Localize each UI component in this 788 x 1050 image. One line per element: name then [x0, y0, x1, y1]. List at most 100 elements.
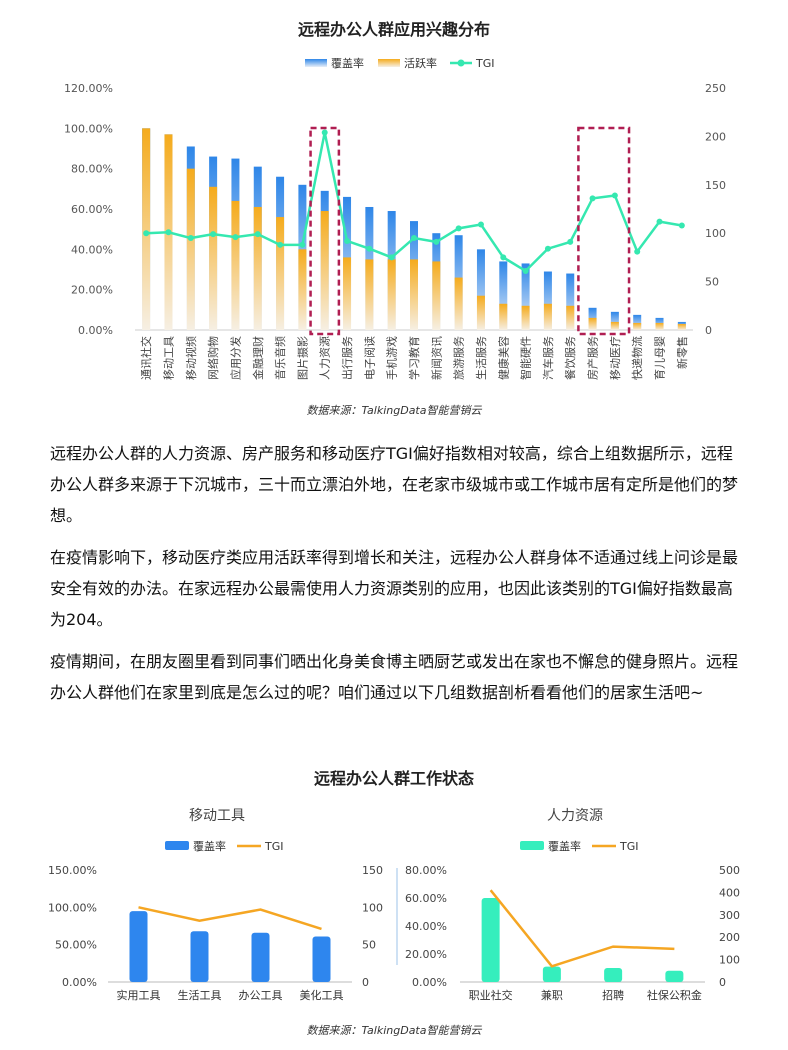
active-bar	[588, 317, 597, 330]
active-bar	[677, 323, 686, 330]
left-axis-tick: 50.00%	[55, 939, 97, 952]
tgi-point	[634, 248, 641, 255]
legend-line-label: TGI	[264, 840, 284, 853]
active-bar	[521, 305, 530, 330]
tgi-point	[678, 222, 685, 229]
left-axis-tick: 120.00%	[64, 82, 113, 95]
tgi-point	[210, 231, 217, 238]
category-label: 学习教育	[407, 336, 421, 380]
coverage-bar	[499, 261, 508, 330]
left-axis-tick: 40.00%	[71, 243, 113, 256]
category-label: 图片摄影	[295, 336, 309, 380]
right-axis-tick: 100	[362, 901, 383, 914]
category-label: 职业社交	[469, 988, 513, 1002]
category-label: 出行服务	[340, 336, 354, 380]
right-axis-tick: 150	[362, 864, 383, 877]
paragraph-1: 远程办公人群的人力资源、房产服务和移动医疗TGI偏好指数相对较高，综合上组数据所…	[50, 444, 739, 525]
legend-coverage-swatch	[305, 59, 327, 67]
tgi-point	[143, 230, 150, 237]
active-bar	[253, 206, 262, 330]
coverage-bar	[665, 970, 684, 982]
right-axis-tick: 150	[705, 179, 726, 192]
coverage-bar	[476, 249, 485, 330]
active-bar	[454, 277, 463, 330]
category-label: 应用分发	[228, 336, 242, 380]
active-bar	[633, 322, 642, 330]
work-status-title: 远程办公人群工作状态	[313, 769, 474, 788]
right-axis-tick: 250	[705, 82, 726, 95]
left-axis-tick: 80.00%	[405, 864, 447, 877]
category-label: 健康美容	[496, 336, 510, 380]
data-source-caption: 数据来源：TalkingData智能营销云	[306, 404, 482, 417]
highlight-box	[309, 126, 341, 336]
category-label: 音乐音频	[273, 336, 287, 380]
app-interest-chart: 覆盖率 活跃率 TGI 0.00% 20.00% 40.00% 60.00% 80.00% 10…	[64, 56, 726, 380]
right-axis-tick: 50	[362, 939, 376, 952]
legend-active-swatch	[378, 59, 400, 67]
category-label: 汽车服务	[541, 336, 555, 380]
category-label: 办公工具	[239, 989, 283, 1002]
active-bar	[343, 257, 352, 330]
legend-bar-swatch	[520, 841, 544, 850]
active-bar	[499, 303, 508, 330]
tgi-point	[165, 229, 172, 236]
category-label: 智能硬件	[519, 336, 533, 380]
highlight-box	[577, 126, 631, 336]
legend-active-label: 活跃率	[404, 56, 437, 70]
category-label: 人力资源	[318, 336, 332, 380]
tgi-point	[477, 221, 484, 228]
category-label: 移动医疗	[608, 336, 622, 380]
category-label: 实用工具	[117, 988, 161, 1002]
category-label: 美化工具	[300, 988, 344, 1002]
coverage-bar	[521, 263, 530, 330]
coverage-bar	[566, 273, 575, 330]
coverage-bar	[542, 966, 561, 982]
active-bar	[410, 259, 418, 330]
active-bar	[476, 295, 485, 330]
category-label: 招聘	[602, 988, 624, 1002]
coverage-bar	[604, 968, 623, 982]
right-axis-tick: 0	[719, 976, 726, 989]
chart-subtitle: 人力资源	[547, 808, 603, 824]
right-axis-tick: 0	[362, 976, 369, 989]
tgi-point	[589, 195, 596, 202]
right-axis-tick: 0	[705, 324, 712, 337]
legend-bar-label: 覆盖率	[193, 839, 226, 853]
right-axis-tick: 100	[719, 954, 740, 967]
tgi-point	[611, 192, 618, 199]
coverage-bar	[312, 936, 331, 982]
category-label: 餐饮服务	[563, 336, 577, 380]
legend-tgi-label: TGI	[475, 57, 495, 70]
category-label: 网络购物	[206, 336, 220, 380]
category-label: 育儿母婴	[653, 336, 667, 380]
active-bar	[543, 303, 552, 330]
category-label: 旅游服务	[452, 336, 466, 380]
left-axis-tick: 80.00%	[71, 163, 113, 176]
left-axis-tick: 0.00%	[412, 976, 447, 989]
category-label: 兼职	[541, 989, 563, 1002]
active-bar	[365, 259, 374, 330]
coverage-bar	[633, 314, 642, 330]
left-axis-tick: 0.00%	[62, 976, 97, 989]
coverage-bar	[129, 911, 148, 982]
left-axis-tick: 100.00%	[48, 901, 97, 914]
right-axis-tick: 200	[705, 130, 726, 143]
coverage-bar	[251, 932, 270, 982]
legend-bar-label: 覆盖率	[548, 839, 581, 853]
active-bar	[655, 322, 664, 330]
active-bar	[566, 305, 575, 330]
tgi-point	[187, 235, 194, 242]
tgi-point	[232, 234, 239, 241]
coverage-bar	[610, 311, 619, 330]
tgi-point	[455, 225, 462, 232]
active-bar	[209, 186, 218, 330]
tgi-point	[366, 245, 373, 252]
tgi-line	[489, 889, 675, 968]
coverage-bar	[543, 271, 552, 330]
left-axis-tick: 40.00%	[405, 920, 447, 933]
right-axis-tick: 100	[705, 227, 726, 240]
right-axis-tick: 200	[719, 931, 740, 944]
right-axis-tick: 300	[719, 909, 740, 922]
